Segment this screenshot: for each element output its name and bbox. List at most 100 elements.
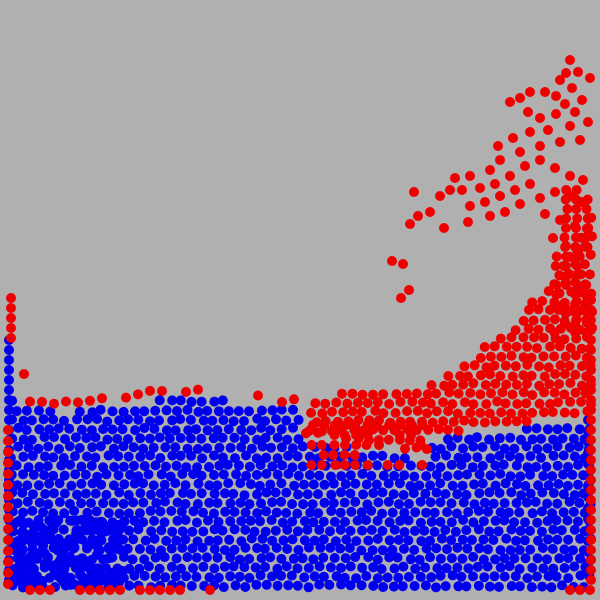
blue-particle [467,462,478,473]
red-particle [479,342,490,352]
blue-particle [139,423,150,433]
blue-particle [568,433,579,444]
blue-particle [525,544,536,555]
red-particle [3,535,13,545]
blue-particle [541,461,552,472]
blue-particle [260,432,271,443]
red-particle [465,171,475,181]
blue-particle [138,517,149,528]
red-particle [415,440,426,450]
red-particle [447,379,458,390]
red-particle [571,185,582,195]
red-particle [85,585,95,595]
blue-particle [383,478,394,489]
blue-particle [109,462,120,472]
red-particle [495,191,505,201]
red-particle [551,251,562,262]
blue-particle [198,507,208,518]
blue-particle [537,581,548,592]
red-particle [3,524,13,534]
blue-particle [536,433,547,444]
blue-particle [477,442,488,453]
blue-particle [319,497,330,508]
blue-particle [44,530,55,541]
blue-particle [187,543,198,554]
blue-particle [175,433,186,443]
blue-particle [98,424,109,435]
blue-particle [135,488,146,499]
blue-particle [461,490,472,500]
blue-particle [533,480,544,491]
blue-particle [563,461,573,472]
blue-particle [490,554,501,565]
red-particle [328,450,339,460]
blue-particle [435,462,446,473]
red-particle [549,314,560,325]
blue-particle [478,534,489,545]
blue-particle [271,414,281,425]
blue-particle [446,517,457,528]
red-particle [370,405,381,416]
red-particle [25,585,35,595]
red-particle [362,430,373,440]
blue-particle [552,534,563,545]
red-particle [505,171,515,181]
blue-particle [472,452,483,463]
blue-particle [123,490,134,500]
red-particle [330,460,341,470]
blue-particle [548,524,559,535]
blue-particle [98,462,109,473]
blue-particle [403,571,414,582]
red-particle [409,187,419,197]
blue-particle [246,425,257,436]
blue-particle [552,424,563,435]
red-particle [570,270,581,281]
red-particle [525,179,535,189]
blue-particle [108,497,119,508]
blue-particle [345,470,356,481]
red-particle [49,398,59,409]
blue-particle [542,554,552,565]
blue-particle [446,459,457,470]
red-particle [492,396,503,407]
red-particle [175,585,185,595]
blue-particle [267,571,277,582]
blue-particle [330,536,341,547]
red-particle [576,343,587,354]
blue-particle [192,499,203,509]
blue-particle [519,535,530,546]
blue-particle [170,425,181,436]
blue-particle [81,433,92,443]
red-particle [320,398,331,409]
red-particle [308,420,319,430]
blue-particle [452,542,463,553]
red-particle [540,87,550,97]
blue-particle [209,470,219,480]
blue-particle [558,450,569,461]
blue-particle [414,554,425,565]
blue-particle [51,518,62,528]
blue-particle [49,488,59,499]
red-particle [357,389,368,400]
blue-particle [103,508,114,519]
blue-particle [4,385,14,395]
blue-particle [186,396,197,407]
red-particle [586,305,596,315]
blue-particle [283,580,294,591]
blue-particle [23,442,34,453]
blue-particle [362,499,373,510]
red-particle [165,585,175,595]
blue-particle [171,553,182,564]
red-particle [3,502,13,512]
blue-particle [204,497,215,508]
blue-particle [462,543,473,554]
blue-particle [419,525,430,536]
blue-particle [177,526,188,537]
blue-particle [336,562,346,573]
blue-particle [495,507,506,518]
red-particle [532,343,542,354]
blue-particle [33,443,44,454]
red-particle [121,392,131,403]
